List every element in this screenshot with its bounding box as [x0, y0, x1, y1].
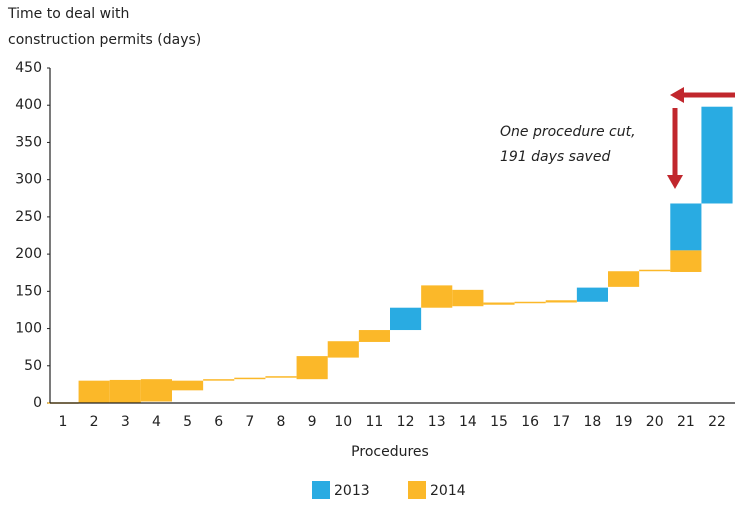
bar [514, 301, 546, 304]
legend-swatch [312, 481, 330, 499]
x-tick-label: 16 [521, 414, 539, 430]
y-tick-label: 100 [15, 321, 42, 337]
bar [483, 302, 515, 305]
annotation: One procedure cut, [500, 124, 636, 140]
x-tick-label: 18 [584, 414, 602, 430]
y-tick-label: 300 [15, 172, 42, 188]
x-tick-label: 4 [152, 414, 161, 430]
x-tick-label: 5 [183, 414, 192, 430]
bar [639, 269, 671, 272]
bar [701, 106, 733, 204]
y-tick-label: 450 [15, 60, 42, 76]
x-tick-label: 7 [245, 414, 254, 430]
y-tick-label: 250 [15, 209, 42, 225]
y-tick-label: 400 [15, 97, 42, 113]
annotation: 191 days saved [500, 149, 610, 165]
bar [608, 271, 640, 287]
y-tick-label: 150 [15, 283, 42, 299]
y-tick-label: 0 [33, 395, 42, 411]
x-tick-label: 20 [646, 414, 664, 430]
x-tick-label: 8 [277, 414, 286, 430]
bar [327, 341, 359, 358]
x-tick-label: 2 [90, 414, 99, 430]
chart-title: construction permits (days) [8, 32, 201, 48]
x-axis-label: Procedures [351, 444, 429, 460]
arrows [667, 87, 735, 189]
bar [421, 285, 453, 308]
x-tick-label: 14 [459, 414, 477, 430]
x-tick-label: 15 [490, 414, 508, 430]
legend-label: 2013 [334, 483, 370, 499]
bar [172, 380, 204, 391]
bar [545, 300, 577, 303]
x-tick-label: 21 [677, 414, 695, 430]
x-tick-label: 9 [308, 414, 317, 430]
x-tick-label: 6 [214, 414, 223, 430]
bar [670, 203, 702, 251]
y-tick-label: 50 [24, 358, 42, 374]
bar [234, 377, 266, 380]
bar [109, 379, 141, 403]
x-tick-label: 13 [428, 414, 446, 430]
bar [390, 307, 422, 331]
bar [203, 379, 235, 381]
x-tick-label: 19 [615, 414, 633, 430]
bar [265, 376, 297, 378]
x-tick-label: 17 [552, 414, 570, 430]
bar [358, 330, 390, 342]
x-tick-label: 11 [366, 414, 384, 430]
chart-title: Time to deal with [7, 6, 129, 22]
arrow-head [667, 175, 683, 189]
bar [140, 379, 172, 402]
bar [452, 289, 484, 307]
x-tick-label: 3 [121, 414, 130, 430]
bar [296, 356, 328, 380]
bar [670, 250, 702, 272]
y-tick-label: 350 [15, 134, 42, 150]
x-tick-label: 1 [59, 414, 68, 430]
bar [576, 287, 608, 302]
y-tick-label: 200 [15, 246, 42, 262]
legend-swatch [408, 481, 426, 499]
x-tick-label: 10 [334, 414, 352, 430]
x-tick-label: 22 [708, 414, 726, 430]
arrow-head [670, 87, 684, 103]
x-tick-label: 12 [397, 414, 415, 430]
bar [78, 380, 110, 403]
legend-label: 2014 [430, 483, 466, 499]
